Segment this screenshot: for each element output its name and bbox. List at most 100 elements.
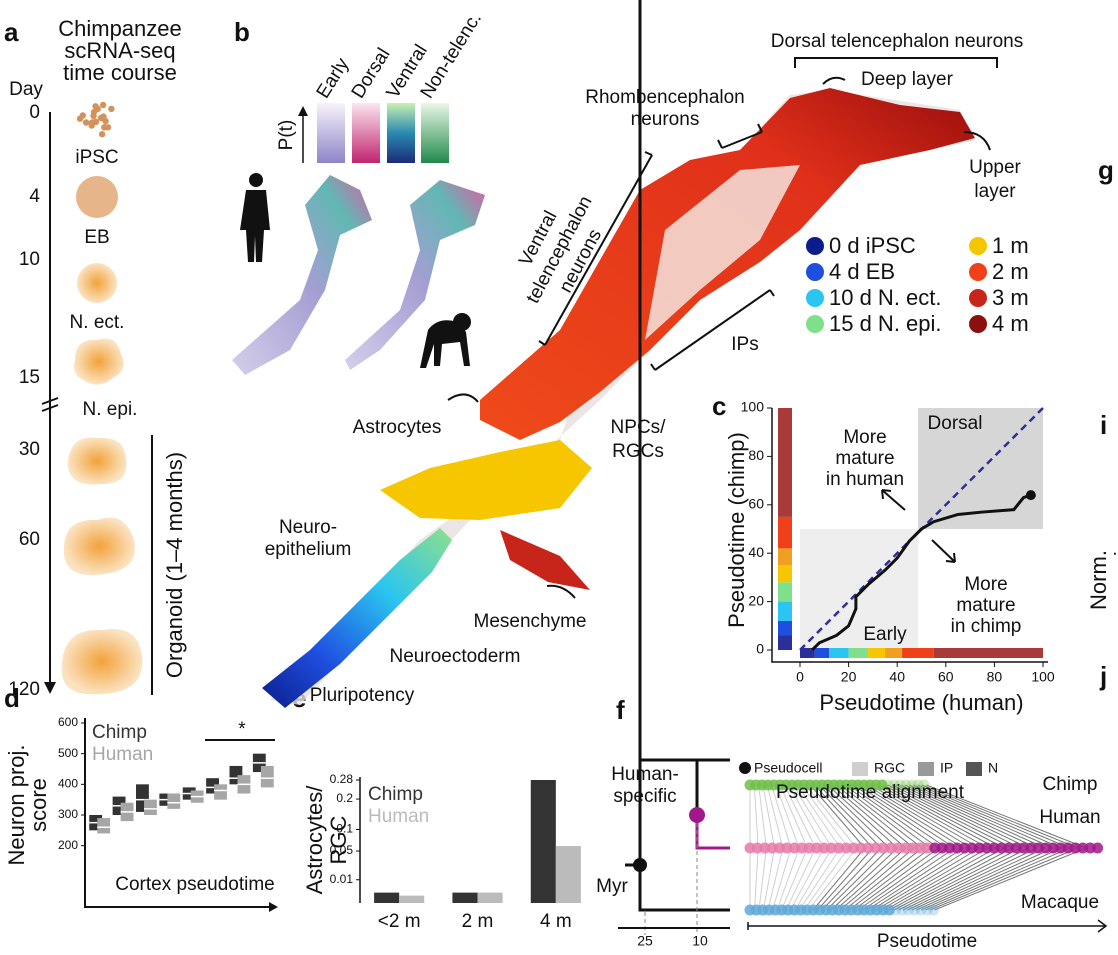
organoid-icon bbox=[67, 437, 127, 485]
alignment-link bbox=[783, 784, 817, 849]
x-tick-label: 60 bbox=[938, 669, 954, 685]
alignment-link bbox=[862, 847, 956, 911]
pseudotime-colorbar bbox=[778, 548, 792, 566]
pseudotime-colorbar bbox=[885, 648, 903, 658]
cell bbox=[82, 119, 90, 126]
nect-icon bbox=[77, 263, 117, 303]
alignment-link bbox=[758, 784, 767, 849]
chimp-silhouette bbox=[420, 313, 471, 368]
box bbox=[214, 784, 227, 800]
y-tick-label: 300 bbox=[58, 807, 78, 821]
pseudocell bbox=[883, 904, 895, 916]
stage-label: N. epi. bbox=[83, 399, 138, 420]
panel-labels: a b c d e f g i j bbox=[4, 17, 1114, 725]
alignment-link bbox=[883, 784, 1005, 849]
alignment-link bbox=[799, 847, 841, 911]
alignment-link bbox=[911, 847, 1046, 911]
legend-label: 3 m bbox=[992, 285, 1029, 310]
legend-swatch bbox=[806, 289, 824, 307]
pseudotime-colorbar bbox=[778, 408, 792, 517]
y-axis-label: Astrocytes/ bbox=[302, 785, 327, 895]
alignment-link bbox=[904, 784, 1046, 849]
alignment-link bbox=[794, 847, 833, 911]
pseudotime-colorbar bbox=[902, 648, 934, 658]
eb-icon bbox=[76, 176, 118, 218]
alignment-link bbox=[934, 847, 1087, 911]
alignment-link bbox=[817, 847, 874, 911]
pseudocell bbox=[912, 779, 924, 791]
pseudotime-colorbar bbox=[778, 582, 792, 602]
day-label: 120 bbox=[8, 679, 40, 700]
alignment-link bbox=[848, 784, 939, 849]
organoid-label: Organoid (1–4 months) bbox=[162, 452, 187, 678]
pseudotime-colorbar bbox=[778, 516, 792, 549]
legend-swatch bbox=[969, 315, 987, 333]
ipsc-icon bbox=[76, 101, 115, 138]
bracket bbox=[794, 57, 998, 68]
alignment-link bbox=[814, 784, 874, 849]
axis-label: Day bbox=[9, 79, 43, 100]
pseudocell bbox=[900, 779, 912, 791]
annotation: Deep layer bbox=[861, 69, 954, 90]
annotation: Dorsal telencephalon neurons bbox=[771, 31, 1023, 52]
y-tick-label: 500 bbox=[58, 746, 78, 760]
alignment-link bbox=[925, 847, 1070, 911]
arrow bbox=[822, 76, 846, 85]
species-label: Chimp bbox=[1043, 774, 1098, 795]
cell bbox=[99, 101, 107, 109]
alignment-link bbox=[907, 847, 1038, 911]
arrow bbox=[931, 539, 956, 563]
pseudocell bbox=[1092, 842, 1104, 854]
alignment-link bbox=[785, 847, 817, 911]
pseudocell bbox=[890, 904, 902, 916]
legend-label: Human bbox=[92, 744, 153, 765]
alignment-link bbox=[898, 847, 1021, 911]
panel-label: j bbox=[1099, 661, 1107, 691]
pseudocell bbox=[894, 779, 906, 791]
alignment-link bbox=[827, 784, 898, 849]
y-tick-label: 400 bbox=[58, 777, 78, 791]
alignment-link bbox=[884, 847, 997, 911]
axis bbox=[84, 718, 275, 908]
y-axis-label: Neuron proj. bbox=[4, 744, 29, 865]
alignment-link bbox=[893, 847, 1013, 911]
legend-label: Human bbox=[368, 806, 429, 827]
cell bbox=[92, 103, 99, 110]
annotation: Neuro- bbox=[279, 517, 337, 538]
pseudotime-alignment-line bbox=[811, 493, 1032, 652]
alignment-link bbox=[870, 784, 980, 849]
legend-label: 15 d N. epi. bbox=[829, 311, 942, 336]
organoid-icon bbox=[63, 517, 135, 575]
pseudocell bbox=[909, 904, 921, 916]
region-label: Early bbox=[863, 624, 907, 645]
bar bbox=[477, 892, 503, 903]
alignment-link bbox=[762, 784, 776, 849]
annotation: epithelium bbox=[265, 539, 352, 560]
axis-break bbox=[41, 397, 59, 412]
x-tick-label: 20 bbox=[841, 669, 857, 685]
human-umap bbox=[232, 175, 372, 375]
pseudotime-colorbar bbox=[848, 648, 869, 658]
legend-swatch bbox=[966, 762, 982, 776]
pseudotime-colorbar bbox=[933, 648, 1043, 658]
bar bbox=[530, 780, 556, 903]
pseudotime-colorbar bbox=[778, 635, 792, 650]
y-tick-label: 80 bbox=[748, 447, 764, 463]
legend-title: P(t) bbox=[276, 120, 297, 151]
legend-swatch bbox=[969, 237, 987, 255]
annotation: Neuroectoderm bbox=[390, 646, 521, 667]
y-tick-label: 0.01 bbox=[330, 872, 354, 886]
legend-label: Pseudocell bbox=[754, 760, 823, 776]
cell bbox=[76, 115, 84, 122]
cut-axis-label: Norm. expression bbox=[1086, 527, 1118, 633]
panel-label: g bbox=[1098, 155, 1114, 185]
alignment-link bbox=[821, 847, 882, 911]
annotation: More bbox=[964, 574, 1007, 595]
x-tick-label: 4 m bbox=[540, 911, 572, 932]
alignment-link bbox=[835, 784, 915, 849]
bar bbox=[555, 846, 581, 903]
alignment-link bbox=[818, 784, 882, 849]
